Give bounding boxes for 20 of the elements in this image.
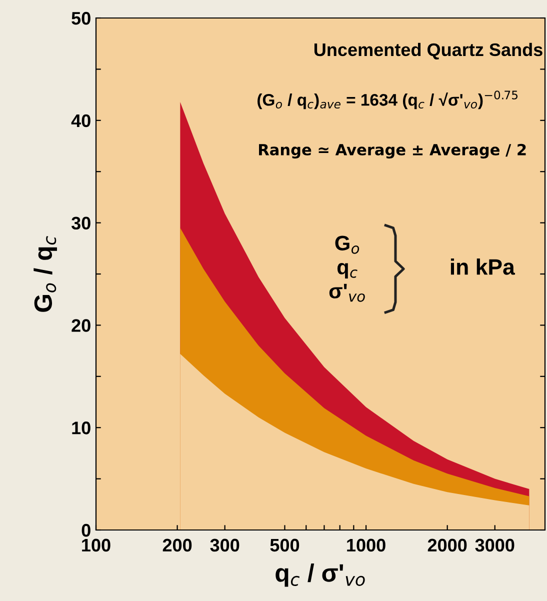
x-tick-label: 3000 xyxy=(475,538,514,552)
y-tick-label: 40 xyxy=(71,114,90,128)
x-tick-label: 2000 xyxy=(428,538,467,552)
y-tick-label: 10 xyxy=(72,422,90,434)
x-tick-label: 500 xyxy=(270,538,300,552)
annotation: in kPa xyxy=(450,258,516,275)
annotation: Range ≃ Average ± Average / 2 xyxy=(259,144,526,159)
y-tick-label: 50 xyxy=(72,12,90,25)
y-tick-label: 0 xyxy=(82,524,90,537)
x-tick-label: 200 xyxy=(162,538,192,552)
text: (G$_{o}$ / q$_{c}$)$_{ave}$ = 1634 (q$_{c}$ / √σ'$_{vo}$)$^{−0.75}$ xyxy=(258,90,518,110)
x-axis-title: q$_{c}$ / σ'$_{vo}$ xyxy=(276,564,365,587)
y-axis-title: G$_{o}$ / q$_{c}$ xyxy=(34,236,57,312)
y-tick-label: 20 xyxy=(72,319,90,332)
y-tick-label: 30 xyxy=(71,216,90,230)
x-tick-label: 100 xyxy=(82,538,110,552)
annotation: Uncemented Quartz Sands xyxy=(314,42,542,60)
x-tick-label: 1000 xyxy=(347,538,386,552)
annotation: G$_{o}$ q$_{c}$ σ'$_{vo}$ xyxy=(329,236,365,302)
x-tick-label: 300 xyxy=(210,538,240,552)
